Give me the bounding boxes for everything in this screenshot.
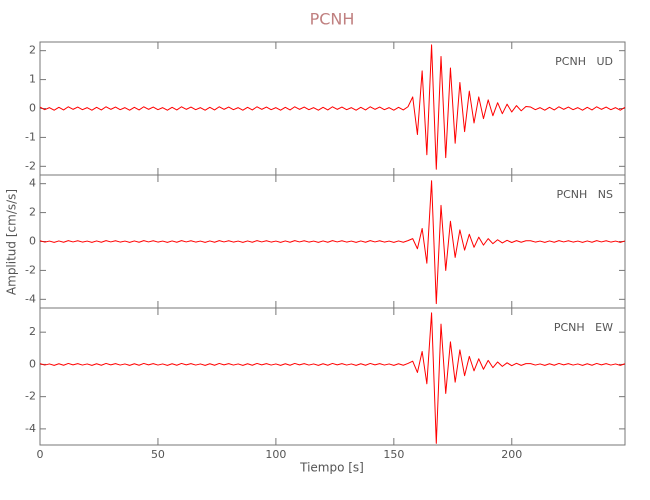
y-tick-label: -1	[25, 130, 36, 143]
panel-label: PCNH NS	[556, 188, 613, 201]
panel-frame	[39, 307, 626, 446]
y-tick-label: 0	[29, 357, 36, 370]
x-tick-label: 200	[501, 448, 522, 461]
x-tick-label: 50	[151, 448, 165, 461]
y-tick-label: 2	[29, 325, 36, 338]
y-axis-label: Amplitud [cm/s/s]	[5, 189, 19, 295]
x-tick-label: 100	[265, 448, 286, 461]
y-tick-label: 0	[29, 235, 36, 248]
y-tick-label: -4	[25, 422, 36, 435]
y-tick-label: -2	[25, 390, 36, 403]
y-tick-label: 2	[29, 206, 36, 219]
x-tick-label: 150	[383, 448, 404, 461]
x-axis-label: Tiempo [s]	[299, 461, 364, 475]
y-tick-label: 1	[29, 73, 36, 86]
y-tick-label: -4	[25, 292, 36, 305]
waveform	[39, 312, 626, 444]
y-tick-label: -2	[25, 263, 36, 276]
waveform	[39, 44, 626, 170]
waveform	[39, 180, 626, 305]
y-tick-label: -2	[25, 159, 36, 172]
y-tick-label: 0	[29, 102, 36, 115]
panel-label: PCNH UD	[555, 55, 613, 68]
x-tick-label: 0	[37, 448, 44, 461]
panel-label: PCNH EW	[554, 321, 613, 334]
chart-title: PCNH	[310, 10, 355, 29]
y-tick-label: 4	[29, 177, 36, 190]
y-tick-label: 2	[29, 44, 36, 57]
